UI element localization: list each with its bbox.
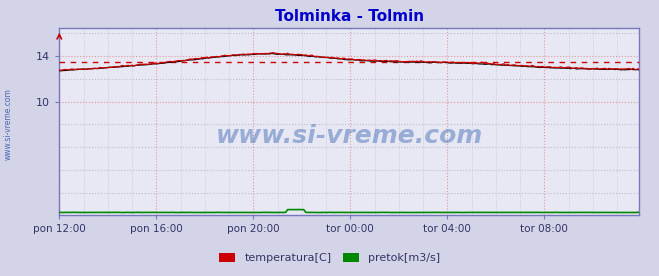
Legend: temperatura[C], pretok[m3/s]: temperatura[C], pretok[m3/s] (214, 248, 445, 268)
Text: www.si-vreme.com: www.si-vreme.com (215, 124, 483, 148)
Text: www.si-vreme.com: www.si-vreme.com (4, 88, 13, 160)
Title: Tolminka - Tolmin: Tolminka - Tolmin (275, 9, 424, 24)
